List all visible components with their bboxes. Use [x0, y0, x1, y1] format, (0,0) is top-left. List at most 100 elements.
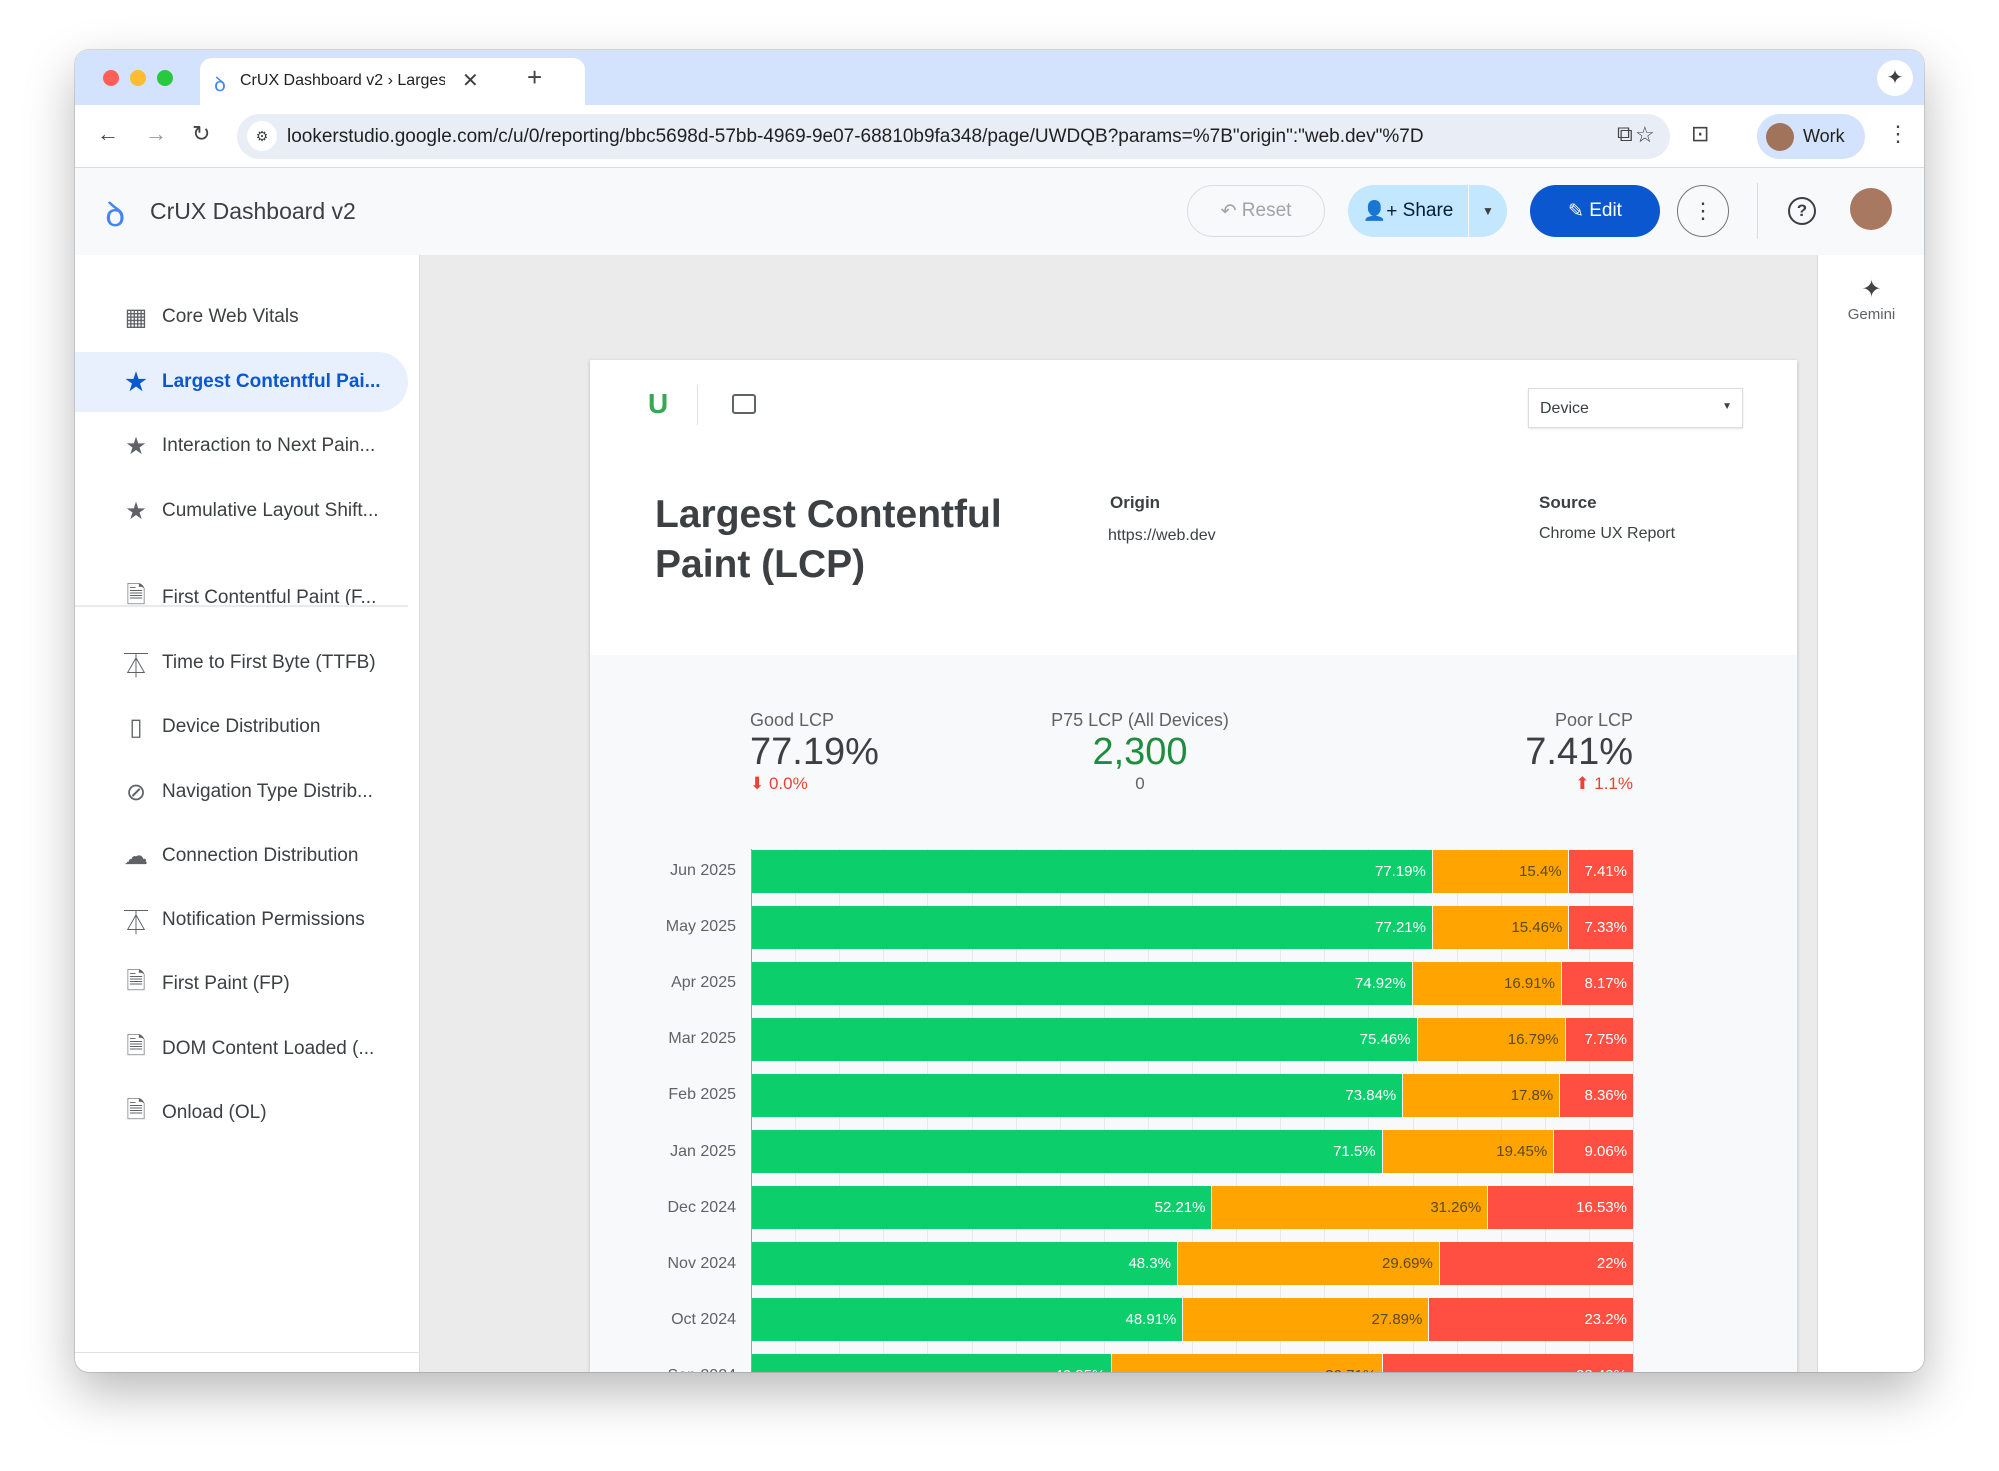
needs-improvement-bar-segment[interactable]: 16.79%	[1417, 1017, 1565, 1061]
back-icon[interactable]: ←	[97, 121, 119, 146]
dashboard-icon: ▦	[124, 303, 148, 331]
good-bar-segment[interactable]: 40.85%	[752, 1354, 1112, 1372]
bar-data-label: 7.41%	[1584, 862, 1627, 880]
category-label: Jun 2025	[670, 862, 736, 879]
gridline	[1633, 849, 1634, 1372]
poor-bar-segment[interactable]: 16.53%	[1488, 1186, 1633, 1230]
sidebar-item[interactable]: 🗎 First Contentful Paint (F...	[75, 568, 408, 628]
reset-button[interactable]: ↶ Reset	[1187, 185, 1325, 237]
good-bar-segment[interactable]: 74.92%	[752, 961, 1412, 1005]
poor-bar-segment[interactable]: 8.17%	[1561, 961, 1633, 1005]
forward-icon[interactable]: →	[145, 121, 167, 146]
needs-improvement-bar-segment[interactable]: 19.45%	[1382, 1130, 1554, 1173]
extensions-icon[interactable]: ⧉	[1617, 121, 1633, 146]
needs-improvement-bar-segment[interactable]: 15.4%	[1432, 849, 1568, 893]
device-filter-label: Device	[1540, 400, 1589, 417]
dropdown-arrow-icon: ▼	[1722, 401, 1732, 412]
gemini-browser-icon[interactable]: ✦	[1877, 60, 1913, 96]
poor-bar-segment[interactable]: 7.33%	[1569, 905, 1633, 949]
sidebar-item[interactable]: ★ Largest Contentful Pai...	[75, 352, 408, 412]
new-tab-button[interactable]: +	[527, 62, 543, 92]
bar-data-label: 71.5%	[1333, 1143, 1376, 1160]
good-bar-segment[interactable]: 48.91%	[752, 1298, 1183, 1342]
good-bar-segment[interactable]: 75.46%	[752, 1017, 1417, 1061]
minimize-window-button[interactable]	[130, 70, 146, 86]
poor-lcp-scorecard: Poor LCP 7.41% ⬆ 1.1%	[1433, 710, 1633, 794]
sidebar-item-label: First Paint (FP)	[162, 973, 290, 994]
user-avatar[interactable]	[1850, 188, 1892, 230]
edit-button[interactable]: ✎ Edit	[1530, 185, 1660, 237]
looker-studio-logo[interactable]: ꝺ	[105, 196, 126, 234]
reload-icon[interactable]: ↻	[192, 121, 211, 146]
report-canvas: U Device ▼ Largest Contentful Paint (LCP…	[420, 255, 1817, 1372]
crux-logo: U	[648, 388, 669, 419]
maximize-window-button[interactable]	[157, 70, 173, 86]
good-bar-segment[interactable]: 52.21%	[752, 1186, 1212, 1230]
good-bar-segment[interactable]: 71.5%	[752, 1130, 1382, 1173]
help-icon[interactable]: ?	[1788, 197, 1816, 225]
good-lcp-scorecard: Good LCP 77.19% ⬇ 0.0%	[750, 710, 879, 794]
url-text[interactable]: lookerstudio.google.com/c/u/0/reporting/…	[287, 126, 1424, 147]
more-options-button[interactable]: ⋮	[1677, 185, 1729, 237]
device-filter-dropdown[interactable]: Device ▼	[1528, 388, 1743, 428]
needs-improvement-bar-segment[interactable]: 17.8%	[1403, 1073, 1560, 1117]
expand-panel-chevron-icon[interactable]: ›	[1863, 1365, 1870, 1372]
needs-improvement-bar-segment[interactable]: 31.26%	[1212, 1186, 1488, 1230]
fullscreen-icon[interactable]	[732, 394, 756, 414]
poor-bar-segment[interactable]: 7.41%	[1568, 849, 1633, 893]
close-window-button[interactable]	[103, 70, 119, 86]
needs-improvement-bar-segment[interactable]: 16.91%	[1412, 961, 1561, 1005]
sidebar-item[interactable]: ★ Cumulative Layout Shift...	[75, 481, 408, 541]
poor-bar-segment[interactable]: 7.75%	[1565, 1017, 1633, 1061]
bar-data-label: 16.91%	[1504, 974, 1555, 992]
needs-improvement-bar-segment[interactable]: 27.89%	[1183, 1298, 1429, 1342]
profile-avatar	[1766, 122, 1794, 151]
browser-menu-icon[interactable]: ⋮	[1887, 121, 1909, 146]
bar-data-label: 27.89%	[1371, 1311, 1423, 1329]
sidebar-item[interactable]: 🗎 DOM Content Loaded (...	[75, 1019, 408, 1079]
sidebar-item[interactable]: ⏄ Time to First Byte (TTFB)	[75, 633, 408, 693]
address-bar[interactable]: ⚙ lookerstudio.google.com/c/u/0/reportin…	[237, 114, 1670, 159]
poor-bar-segment[interactable]: 22%	[1439, 1242, 1633, 1286]
sidebar-item[interactable]: ☁ Connection Distribution	[75, 826, 408, 886]
tablet-icon: ▯	[129, 713, 143, 741]
tab-search-icon[interactable]: ⊡	[1691, 121, 1710, 146]
good-bar-segment[interactable]: 77.21%	[752, 905, 1432, 949]
profile-button[interactable]: Work	[1757, 114, 1865, 159]
reset-label: Reset	[1241, 200, 1292, 221]
browser-window: ꝺ CrUX Dashboard v2 › Largest ✕ + ✦ ← → …	[75, 50, 1924, 1372]
sidebar-item[interactable]: ▯ Device Distribution	[75, 697, 408, 757]
poor-bar-segment[interactable]: 28.43%	[1383, 1354, 1633, 1372]
gemini-label: Gemini	[1847, 306, 1896, 323]
poor-bar-segment[interactable]: 23.2%	[1429, 1298, 1633, 1342]
poor-lcp-label: Poor LCP	[1554, 710, 1633, 730]
sidebar-item[interactable]: 🗎 Onload (OL)	[75, 1083, 408, 1143]
bar-data-label: 16.53%	[1576, 1199, 1627, 1217]
sidebar-item[interactable]: ★ Interaction to Next Pain...	[75, 416, 408, 476]
bar-data-label: 48.3%	[1128, 1255, 1171, 1273]
sidebar-item-label: Connection Distribution	[162, 845, 359, 866]
good-bar-segment[interactable]: 77.19%	[752, 849, 1432, 893]
share-dropdown-button[interactable]: ▼	[1469, 185, 1507, 237]
report-title[interactable]: CrUX Dashboard v2	[150, 198, 356, 224]
needs-improvement-bar-segment[interactable]: 30.71%	[1112, 1354, 1383, 1372]
poor-bar-segment[interactable]: 8.36%	[1560, 1073, 1633, 1117]
site-settings-icon[interactable]: ⚙	[247, 121, 277, 151]
share-button[interactable]: 👤+ Share	[1348, 185, 1468, 237]
good-bar-segment[interactable]: 73.84%	[752, 1073, 1403, 1117]
category-label: Mar 2025	[668, 1030, 736, 1048]
poor-bar-segment[interactable]: 9.06%	[1554, 1130, 1634, 1173]
sidebar-item-label: Interaction to Next Pain...	[162, 435, 376, 456]
sidebar-item[interactable]: 🗎 First Paint (FP)	[75, 954, 408, 1014]
bookmark-star-icon[interactable]: ☆	[1635, 122, 1655, 147]
close-tab-icon[interactable]: ✕	[462, 70, 479, 92]
browser-tab[interactable]: ꝺ CrUX Dashboard v2 › Largest ✕	[200, 58, 585, 105]
sidebar-item[interactable]: ⏄ Notification Permissions	[75, 890, 408, 950]
sidebar-item[interactable]: ▦ Core Web Vitals	[75, 287, 408, 347]
good-bar-segment[interactable]: 48.3%	[752, 1242, 1177, 1286]
needs-improvement-bar-segment[interactable]: 29.69%	[1178, 1242, 1439, 1286]
gemini-button[interactable]: ✦ Gemini	[1818, 275, 1924, 323]
needs-improvement-bar-segment[interactable]: 15.46%	[1432, 905, 1569, 949]
lcp-distribution-chart: 0%10%20%30%40%50%60%70%80%90%100%Jun 202…	[590, 360, 1797, 1372]
sidebar-item[interactable]: ⊘ Navigation Type Distrib...	[75, 762, 408, 822]
